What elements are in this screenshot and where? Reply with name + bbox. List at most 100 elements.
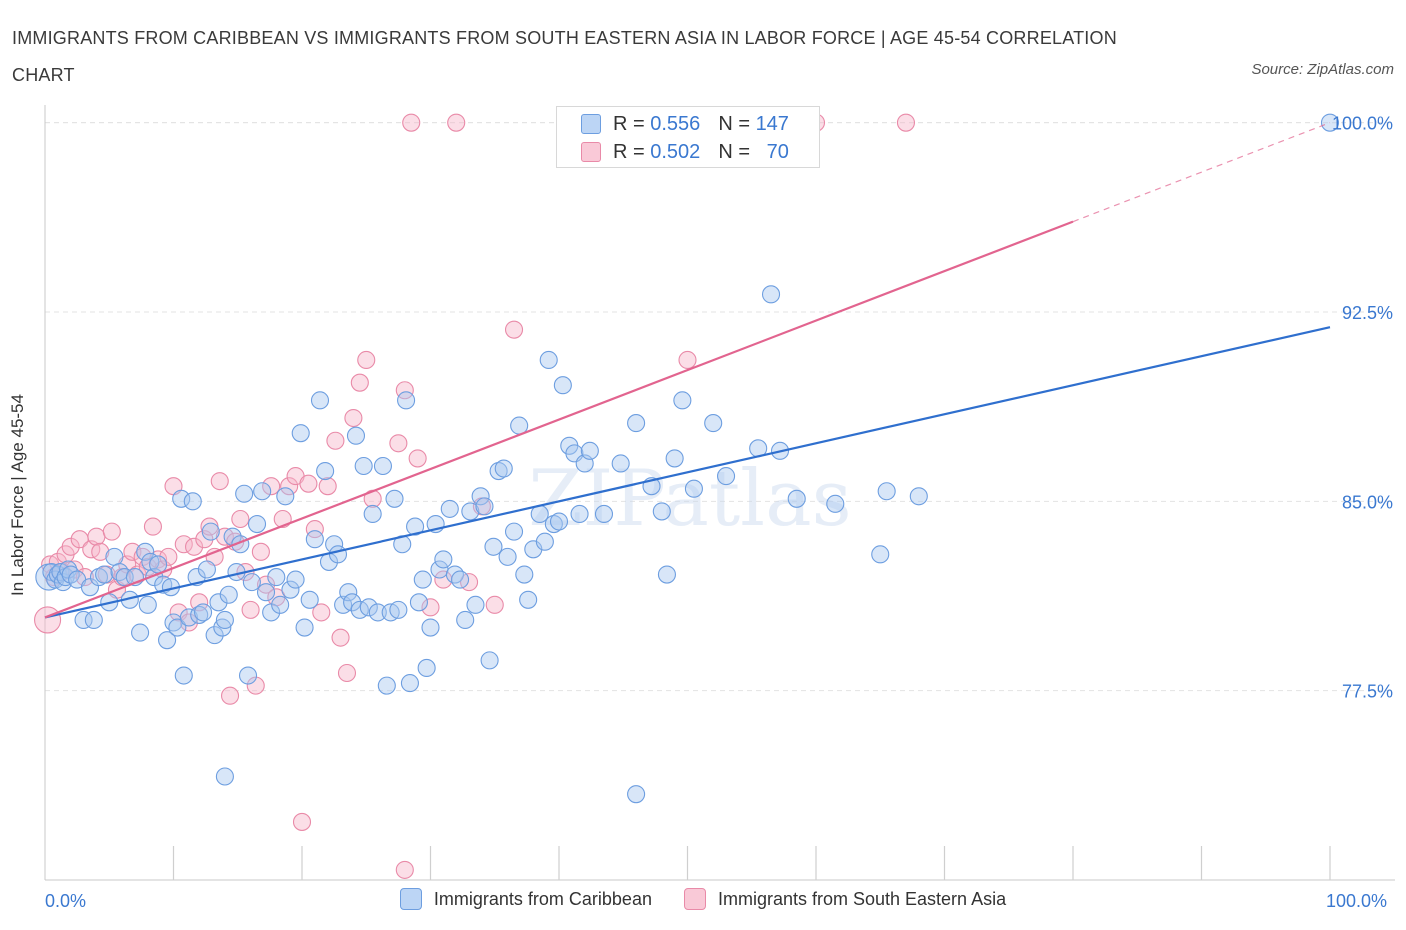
data-point-south-eastern-asia <box>174 535 193 554</box>
data-point-caribbean <box>215 610 234 630</box>
data-point-caribbean <box>549 512 569 531</box>
correlation-legend: R = 0.556 N = 147 R = 0.502 N = 70 <box>556 106 820 168</box>
data-point-caribbean <box>389 600 408 619</box>
data-point-caribbean <box>494 459 513 478</box>
y-tick-labels: 77.5% 85.0% 92.5% 100.0% <box>1332 114 1393 702</box>
watermark: ZIPatlas <box>528 454 851 544</box>
data-point-caribbean <box>657 565 676 584</box>
r-label: R = <box>613 140 645 163</box>
data-point-caribbean <box>466 595 485 614</box>
legend-item-south-eastern-asia[interactable]: Immigrants from South Eastern Asia <box>683 888 1007 910</box>
data-point-caribbean <box>256 583 276 602</box>
data-point-caribbean <box>84 610 103 630</box>
data-point-south-eastern-asia <box>143 517 162 536</box>
data-point-caribbean <box>343 593 362 612</box>
data-point-south-eastern-asia <box>220 686 240 705</box>
data-point-caribbean <box>627 414 646 433</box>
data-point-caribbean <box>354 456 373 476</box>
data-point-caribbean <box>201 522 220 541</box>
legend-item-caribbean[interactable]: Immigrants from Caribbean <box>399 888 652 910</box>
data-point-caribbean <box>627 785 646 804</box>
data-point-caribbean <box>434 550 453 569</box>
data-point-caribbean <box>409 593 428 612</box>
legend-row-caribbean: R = 0.556 N = 147 <box>581 111 789 137</box>
data-point-caribbean <box>205 626 224 645</box>
data-point-caribbean <box>215 767 234 786</box>
data-point-caribbean <box>359 598 378 617</box>
n-label: N = <box>718 112 750 135</box>
data-point-caribbean <box>197 560 216 579</box>
data-point-caribbean <box>310 391 330 410</box>
data-point-caribbean <box>704 414 723 433</box>
chart-title: IMMIGRANTS FROM CARIBBEAN VS IMMIGRANTS … <box>12 28 1117 85</box>
data-point-caribbean <box>339 583 358 602</box>
data-point-south-eastern-asia <box>231 509 250 529</box>
data-point-south-eastern-asia <box>389 434 408 453</box>
data-point-south-eastern-asia <box>337 663 357 683</box>
data-point-caribbean <box>346 426 366 445</box>
legend-swatch-blue <box>581 114 601 134</box>
data-point-south-eastern-asia <box>344 408 363 428</box>
n-value: 70 <box>766 140 789 163</box>
data-point-caribbean <box>400 674 419 693</box>
data-point-caribbean <box>95 565 114 584</box>
data-point-south-eastern-asia <box>280 477 299 496</box>
data-point-caribbean <box>373 456 393 476</box>
data-point-caribbean <box>475 497 494 516</box>
data-point-south-eastern-asia <box>292 812 312 831</box>
data-point-caribbean <box>761 285 781 304</box>
data-point-caribbean <box>276 487 295 506</box>
data-point-caribbean <box>385 489 404 508</box>
data-point-caribbean <box>515 565 534 584</box>
data-point-caribbean <box>594 504 614 524</box>
legend-row-south-eastern-asia: R = 0.502 N = 70 <box>581 139 789 165</box>
data-point-caribbean <box>539 350 558 370</box>
data-point-south-eastern-asia <box>256 575 276 594</box>
data-point-caribbean <box>397 391 416 410</box>
data-point-south-eastern-asia <box>185 537 204 556</box>
data-point-caribbean <box>421 618 440 637</box>
series-south-eastern-asia <box>34 113 916 879</box>
data-point-caribbean <box>471 487 490 506</box>
data-point-south-eastern-asia <box>210 472 229 491</box>
data-point-south-eastern-asia <box>357 350 376 370</box>
data-point-caribbean <box>138 595 157 614</box>
data-point-south-eastern-asia <box>123 542 142 561</box>
data-point-south-eastern-asia <box>246 676 265 695</box>
data-point-caribbean <box>909 487 928 506</box>
y-tick-label: 100.0% <box>1332 114 1393 134</box>
data-point-south-eastern-asia <box>179 613 198 632</box>
data-point-caribbean <box>684 479 703 498</box>
data-point-caribbean <box>89 568 109 587</box>
data-point-caribbean <box>377 676 396 695</box>
data-point-caribbean <box>535 532 554 551</box>
data-point-caribbean <box>484 537 503 556</box>
data-point-south-eastern-asia <box>485 595 504 614</box>
data-point-south-eastern-asia <box>331 628 350 647</box>
trend-line-caribbean <box>44 326 1331 619</box>
data-point-caribbean <box>149 555 168 574</box>
y-tick-label: 85.0% <box>1342 492 1393 512</box>
data-point-caribbean <box>826 494 845 513</box>
axes <box>44 105 1395 881</box>
data-point-south-eastern-asia <box>159 547 178 566</box>
data-point-caribbean <box>247 515 267 534</box>
legend-label-south-eastern-asia: Immigrants from South Eastern Asia <box>717 888 1007 909</box>
legend-swatch-blue <box>399 888 422 910</box>
data-point-south-eastern-asia <box>91 542 110 561</box>
data-point-south-eastern-asia <box>138 557 157 577</box>
data-point-caribbean <box>242 573 261 592</box>
data-point-caribbean <box>80 578 100 597</box>
data-point-south-eastern-asia <box>896 113 916 132</box>
data-point-caribbean <box>286 570 305 589</box>
data-point-caribbean <box>168 618 187 637</box>
data-point-caribbean <box>271 595 290 614</box>
trend-lines <box>44 122 1331 619</box>
data-point-caribbean <box>665 449 684 468</box>
data-point-south-eastern-asia <box>299 474 318 493</box>
data-point-caribbean <box>461 502 480 521</box>
y-tick-label: 77.5% <box>1342 682 1393 702</box>
data-point-caribbean <box>209 593 228 612</box>
n-value: 147 <box>755 112 789 135</box>
data-point-caribbean <box>417 658 436 677</box>
